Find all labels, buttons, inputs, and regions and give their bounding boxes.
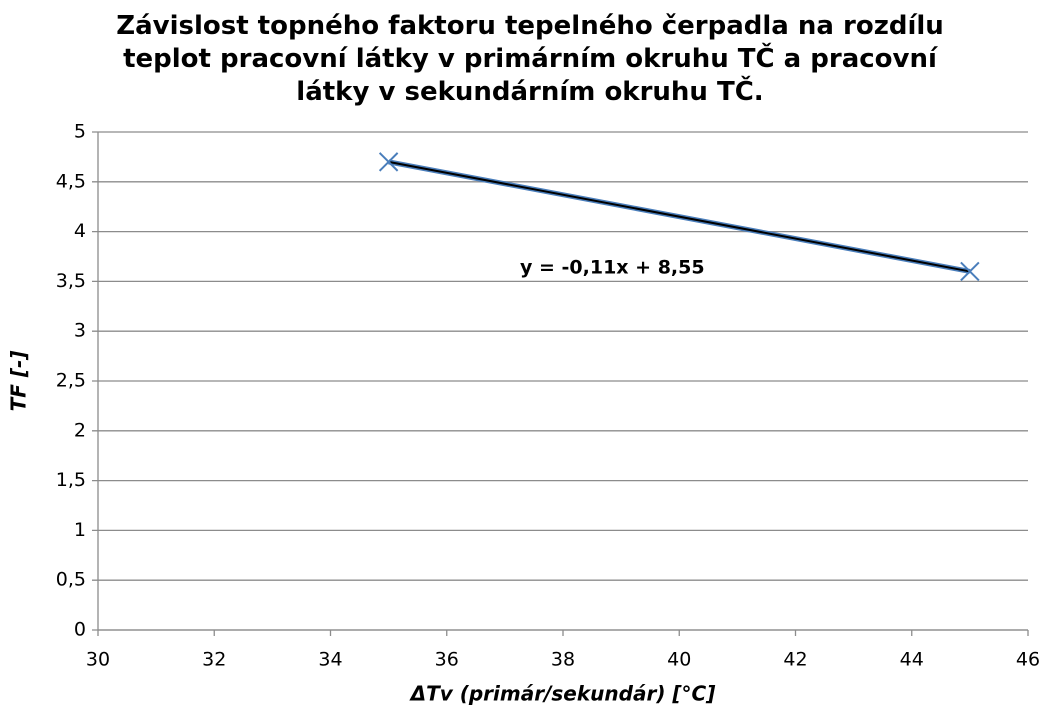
marker	[378, 152, 399, 172]
trendline-label: y = -0,11x + 8,55	[520, 257, 705, 279]
x-tick-label: 30	[86, 649, 110, 671]
x-tick-label: 34	[318, 649, 342, 671]
marker	[960, 261, 980, 282]
y-tick-label: 4	[74, 220, 86, 242]
trendline	[388, 160, 971, 273]
x-tick-label: 36	[435, 649, 459, 671]
x-tick-label: 44	[900, 649, 924, 671]
y-tick-label: 2	[74, 419, 86, 441]
y-tick-label: 3,5	[56, 270, 86, 292]
x-tick-label: 42	[783, 649, 807, 671]
y-tick-label: 0	[74, 619, 86, 641]
x-axis-label: ΔTv (primár/sekundár) [°C]	[409, 682, 716, 706]
y-tick-label: 5	[74, 121, 86, 143]
y-tick-label: 1,5	[56, 469, 86, 491]
y-tick-label: 4,5	[56, 170, 86, 192]
y-axis-label: TF [-]	[7, 351, 31, 412]
y-tick-label: 2,5	[56, 370, 86, 392]
x-tick-label: 46	[1016, 649, 1040, 671]
chart-title: Závislost topného faktoru tepelného čerp…	[116, 11, 944, 107]
y-tick-label: 0,5	[56, 569, 86, 591]
x-tick-label: 40	[667, 649, 691, 671]
y-tick-label: 1	[74, 519, 86, 541]
x-tick-label: 32	[202, 649, 226, 671]
x-tick-label: 38	[551, 649, 575, 671]
y-tick-label: 3	[74, 320, 86, 342]
